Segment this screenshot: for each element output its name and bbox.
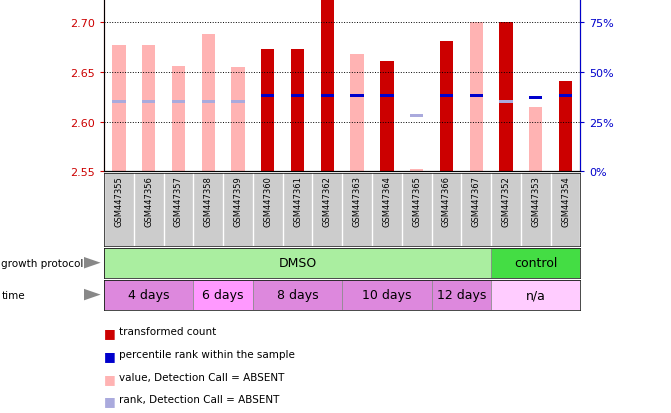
Bar: [172, 67, 185, 172]
Text: GSM447353: GSM447353: [531, 176, 540, 227]
Bar: [470, 23, 483, 172]
Text: GSM447365: GSM447365: [412, 176, 421, 227]
Text: value, Detection Call = ABSENT: value, Detection Call = ABSENT: [119, 372, 284, 382]
Bar: [142, 101, 156, 104]
Bar: [470, 95, 483, 98]
Bar: [380, 95, 394, 98]
Bar: [491, 280, 580, 310]
Bar: [342, 280, 431, 310]
Text: GSM447367: GSM447367: [472, 176, 480, 227]
Text: 4 days: 4 days: [128, 288, 169, 301]
Bar: [201, 101, 215, 104]
Bar: [529, 107, 542, 172]
Text: DMSO: DMSO: [278, 256, 317, 270]
Bar: [491, 248, 580, 278]
Bar: [112, 46, 125, 172]
Bar: [201, 35, 215, 172]
Text: GSM447361: GSM447361: [293, 176, 302, 227]
Text: rank, Detection Call = ABSENT: rank, Detection Call = ABSENT: [119, 394, 279, 404]
Text: ■: ■: [104, 349, 116, 362]
Text: ■: ■: [104, 326, 116, 339]
Text: ■: ■: [104, 394, 116, 407]
Text: GSM447364: GSM447364: [382, 176, 391, 227]
Bar: [231, 101, 245, 104]
Text: control: control: [514, 256, 558, 270]
Bar: [559, 95, 572, 98]
Bar: [231, 68, 245, 172]
Bar: [350, 55, 364, 172]
Bar: [172, 101, 185, 104]
Bar: [261, 50, 274, 172]
Bar: [440, 42, 453, 172]
Bar: [499, 101, 513, 104]
Text: n/a: n/a: [526, 288, 546, 301]
Bar: [321, 95, 334, 98]
Bar: [380, 62, 394, 172]
Bar: [321, 0, 334, 172]
Text: transformed count: transformed count: [119, 326, 216, 336]
Text: GSM447360: GSM447360: [263, 176, 272, 227]
Text: GSM447354: GSM447354: [561, 176, 570, 227]
Bar: [410, 170, 423, 172]
Bar: [431, 280, 491, 310]
Bar: [104, 280, 193, 310]
Polygon shape: [84, 289, 101, 301]
Bar: [499, 23, 513, 172]
Text: GSM447362: GSM447362: [323, 176, 332, 227]
Bar: [104, 248, 491, 278]
Bar: [291, 95, 304, 98]
Bar: [350, 95, 364, 98]
Bar: [440, 95, 453, 98]
Bar: [559, 82, 572, 172]
Text: 12 days: 12 days: [437, 288, 486, 301]
Text: 8 days: 8 days: [276, 288, 318, 301]
Bar: [410, 115, 423, 118]
Text: GSM447352: GSM447352: [501, 176, 511, 227]
Bar: [261, 95, 274, 98]
Text: ■: ■: [104, 372, 116, 385]
Text: GSM447363: GSM447363: [352, 176, 362, 227]
Text: GSM447355: GSM447355: [114, 176, 123, 227]
Polygon shape: [84, 257, 101, 269]
Text: 10 days: 10 days: [362, 288, 411, 301]
Text: growth protocol: growth protocol: [1, 258, 84, 268]
Text: GSM447366: GSM447366: [442, 176, 451, 227]
Bar: [112, 101, 125, 104]
Text: time: time: [1, 290, 25, 300]
Text: GSM447358: GSM447358: [204, 176, 213, 227]
Text: GSM447357: GSM447357: [174, 176, 183, 227]
Text: GSM447359: GSM447359: [234, 176, 242, 227]
Bar: [253, 280, 342, 310]
Text: GSM447356: GSM447356: [144, 176, 153, 227]
Bar: [291, 50, 304, 172]
Bar: [193, 280, 253, 310]
Text: percentile rank within the sample: percentile rank within the sample: [119, 349, 295, 359]
Text: 6 days: 6 days: [203, 288, 244, 301]
Bar: [529, 97, 542, 100]
Bar: [142, 46, 156, 172]
